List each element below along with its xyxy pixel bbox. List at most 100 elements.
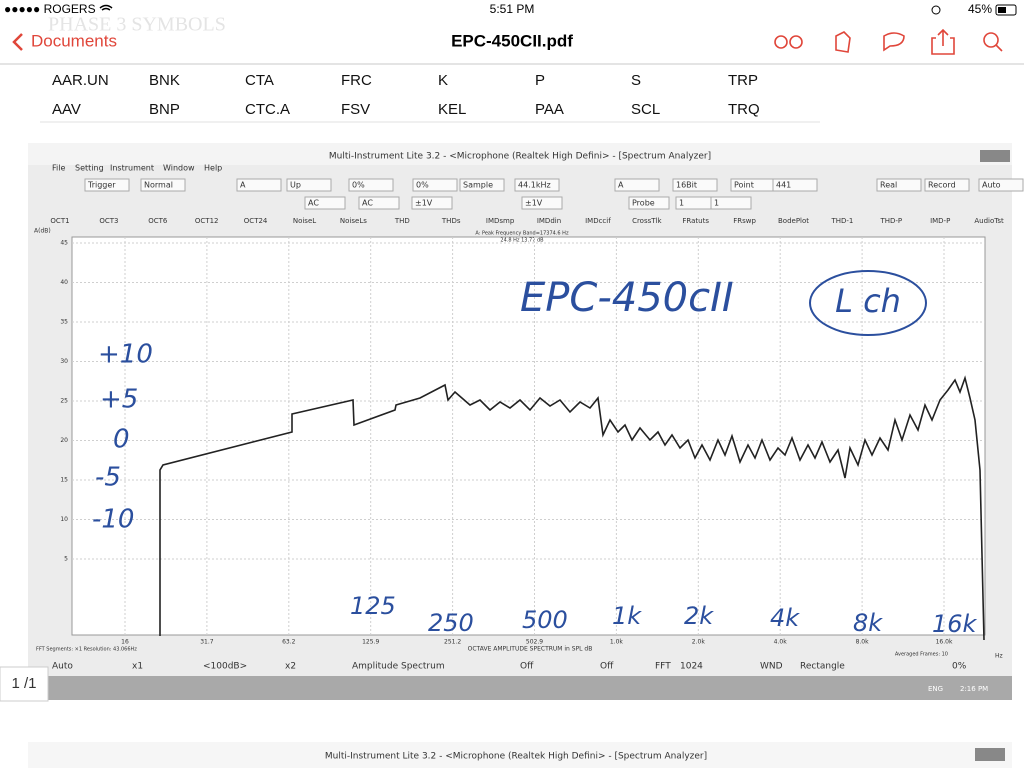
- toolbar-item: Trigger: [87, 181, 116, 190]
- channel-circle: [809, 270, 927, 336]
- x-tick-label: 16: [121, 639, 129, 646]
- symbol: FRC: [341, 72, 372, 89]
- x-tick-label: 125.9: [362, 639, 379, 646]
- toolbar-item: AC: [308, 199, 319, 208]
- analysis-tab: AudioTst: [974, 217, 1004, 225]
- analysis-tab: THD-P: [879, 217, 902, 225]
- analysis-tab: THD: [394, 217, 410, 225]
- back-chevron[interactable]: [12, 33, 23, 51]
- control-field: 0%: [952, 662, 967, 672]
- symbol: SCL: [631, 101, 660, 118]
- toolbar-field: [772, 178, 818, 192]
- battery-fill: [998, 7, 1006, 13]
- y-tick-label: 30: [60, 358, 68, 365]
- frequency-note: 4k: [770, 604, 800, 632]
- symbol: PAA: [535, 101, 564, 118]
- comment-icon[interactable]: [883, 32, 905, 52]
- analysis-tab: NoiseLs: [340, 217, 367, 225]
- reading-icon[interactable]: [774, 35, 803, 49]
- menu-item: Instrument: [110, 164, 154, 173]
- toolbar-item: Sample: [463, 181, 493, 190]
- analysis-tab: FRatuts: [682, 217, 709, 225]
- control-field: Auto: [52, 662, 73, 672]
- analysis-tab: OCT3: [99, 217, 118, 225]
- plot-area: [71, 236, 986, 636]
- toolbar-item: 0%: [352, 181, 365, 190]
- analysis-tab: BodePlot: [778, 217, 809, 225]
- lock-icon: [931, 5, 941, 15]
- toolbar-field: [978, 178, 1024, 192]
- toolbar-item: Probe: [632, 199, 655, 208]
- symbol: S: [631, 72, 641, 89]
- toolbar-field: [412, 178, 458, 192]
- analysis-tab: OCT1: [50, 217, 69, 225]
- toolbar-field: [614, 178, 660, 192]
- control-field: WND: [760, 662, 783, 672]
- analysis-tab: OCT24: [244, 217, 268, 225]
- search-icon[interactable]: [983, 32, 1003, 52]
- toolbar-item: 1: [679, 199, 684, 208]
- toolbar-field: [348, 178, 394, 192]
- toolbar-field: [924, 178, 970, 192]
- frequency-note: 1k: [612, 602, 642, 630]
- share-icon[interactable]: [931, 28, 955, 55]
- next-window-title: Multi-Instrument Lite 3.2 - <Microphone …: [325, 752, 707, 762]
- level-note: 0: [113, 425, 130, 455]
- taskbar: [28, 676, 1012, 700]
- peak-info: 24.8 Hz 13.77 dB: [500, 238, 544, 244]
- toolbar-field: [236, 178, 282, 192]
- analysis-tab: OCT6: [148, 217, 168, 225]
- frequency-note: 8k: [853, 609, 883, 637]
- control-field: Amplitude Spectrum: [352, 662, 445, 672]
- toolbar-field: [358, 196, 400, 210]
- symbol: AAV: [52, 101, 81, 118]
- toolbar-item: A: [240, 181, 246, 190]
- back-button[interactable]: Documents: [31, 31, 117, 50]
- toolbar-item: Real: [880, 181, 897, 190]
- annotate-icon[interactable]: [835, 31, 851, 53]
- toolbar-field: [514, 178, 560, 192]
- spectrum-trace: [159, 375, 985, 641]
- toolbar-field: [411, 196, 453, 210]
- symbol: TRQ: [728, 101, 760, 118]
- next-window-bar: [28, 742, 1012, 768]
- symbol: CTC.A: [245, 101, 290, 118]
- symbol: K: [438, 72, 448, 89]
- control-field: x1: [132, 662, 143, 672]
- channel-note: L ch: [835, 282, 901, 320]
- symbol: CTA: [245, 72, 274, 89]
- y-tick-label: 10: [60, 516, 68, 523]
- control-field: Off: [600, 662, 614, 672]
- toolbar-field: [286, 178, 332, 192]
- window-title: Multi-Instrument Lite 3.2 - <Microphone …: [329, 152, 711, 162]
- peak-info: A: Peak Frequency Band=17374.6 Hz: [475, 231, 569, 237]
- analysis-tab: FRswp: [733, 217, 756, 225]
- frequency-note: 2k: [684, 602, 714, 630]
- analysis-tab: NoiseL: [293, 217, 316, 225]
- analysis-tab: IMDdin: [537, 217, 561, 225]
- analysis-tab: THD-1: [830, 217, 853, 225]
- page-indicator-box: [0, 666, 49, 702]
- toolbar-item: 44.1kHz: [518, 181, 551, 190]
- toolbar-field: [459, 178, 505, 192]
- symbols-table: AAR.UN BNK CTA FRC K P S TRP AAV BNP CTC.A FSV KEL PA…: [52, 72, 760, 118]
- close-button: [980, 150, 1010, 162]
- y-tick-label: 40: [60, 279, 68, 286]
- x-unit: Hz: [995, 653, 1003, 660]
- toolbar-item: Auto: [982, 181, 1001, 190]
- symbol: TRP: [728, 72, 758, 89]
- y-tick-label: 25: [60, 398, 68, 405]
- x-tick-label: 4.0k: [774, 639, 788, 646]
- wifi-icon: [99, 4, 113, 11]
- taskbar-time: 2:16 PM: [960, 685, 988, 693]
- toolbar-item: ±1V: [525, 199, 543, 208]
- x-tick-label: 16.0k: [936, 639, 953, 646]
- battery-icon: [995, 4, 1017, 16]
- toolbar-item: ±1V: [415, 199, 433, 208]
- frequency-note: 16k: [932, 610, 978, 638]
- symbol: AAR.UN: [52, 72, 109, 89]
- toolbar-field: [672, 178, 718, 192]
- y-tick-label: 45: [60, 240, 68, 247]
